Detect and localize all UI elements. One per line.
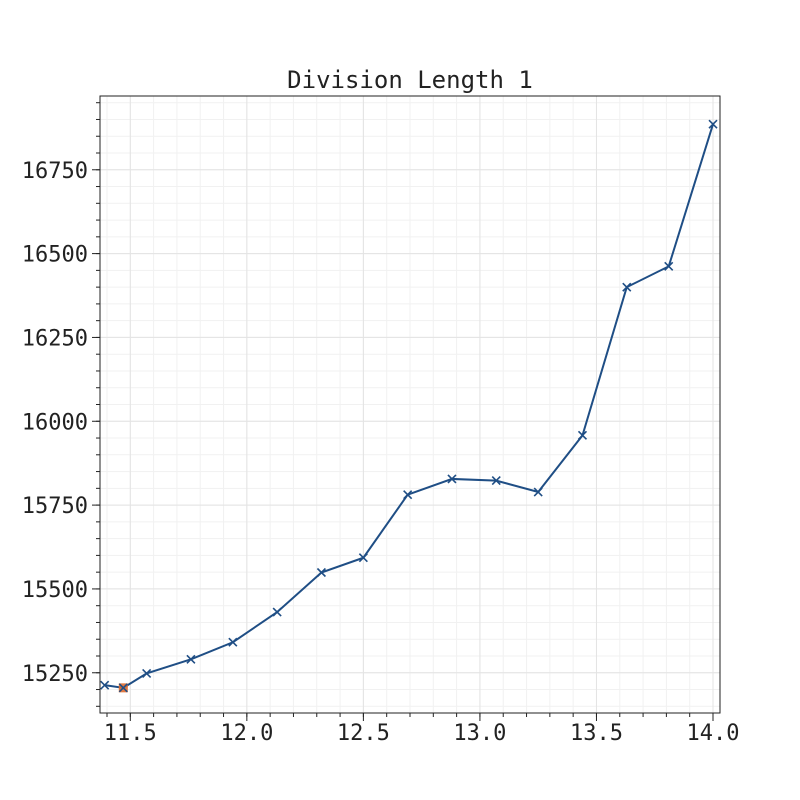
data-point-marker-stroke — [142, 668, 152, 678]
chart-title: Division Length 1 — [287, 66, 533, 94]
x-tick-label: 13.5 — [570, 721, 623, 746]
major-grid — [100, 96, 720, 713]
x-tick-labels: 11.5 12.0 12.5 13.0 13.5 14.0 — [104, 721, 740, 746]
data-point-marker-stroke — [577, 430, 588, 440]
y-tick-label: 15750 — [22, 494, 88, 519]
data-point-marker-stroke — [358, 553, 368, 563]
series-group — [100, 119, 718, 693]
x-tick-label: 12.0 — [220, 721, 273, 746]
y-tick-label: 15250 — [22, 662, 88, 687]
data-point — [664, 261, 674, 271]
x-tick-label: 13.0 — [453, 721, 506, 746]
data-point-marker-stroke — [533, 487, 543, 497]
data-point — [358, 553, 368, 563]
data-point-marker-stroke — [491, 476, 501, 486]
y-tick-label: 16000 — [22, 410, 88, 435]
plot-frame — [99, 95, 721, 714]
data-point — [100, 680, 110, 690]
data-point — [118, 683, 128, 693]
data-point — [708, 119, 718, 129]
x-tick-label: 12.5 — [337, 721, 390, 746]
data-point — [186, 654, 196, 664]
data-point-marker-stroke — [447, 474, 457, 484]
data-point — [316, 567, 326, 578]
data-point — [272, 607, 282, 617]
y-tick-label: 16250 — [22, 326, 88, 351]
y-tick-label: 16500 — [22, 243, 88, 268]
data-point-marker-stroke — [708, 119, 718, 129]
data-point — [403, 490, 413, 500]
data-point-marker-stroke — [100, 680, 110, 690]
data-point-marker-stroke — [664, 261, 674, 271]
data-point — [491, 476, 501, 486]
y-tick-labels: 15250 15500 15750 16000 16250 16500 16750 — [22, 159, 88, 687]
data-point-marker-stroke — [403, 490, 413, 500]
data-point — [577, 430, 588, 440]
data-point-marker-stroke — [118, 683, 128, 693]
data-point — [447, 474, 457, 484]
axis-ticks — [92, 102, 714, 721]
series-line — [104, 123, 714, 689]
data-point-marker-stroke — [186, 654, 196, 664]
y-tick-label: 15500 — [22, 578, 88, 603]
data-point — [622, 282, 632, 292]
data-point-marker-stroke — [228, 637, 238, 647]
x-tick-label: 14.0 — [687, 721, 740, 746]
data-point — [142, 668, 152, 678]
data-point — [533, 487, 543, 497]
data-point-marker-stroke — [316, 567, 326, 578]
minor-grid — [100, 96, 720, 713]
y-tick-label: 16750 — [22, 159, 88, 184]
x-tick-label: 11.5 — [104, 721, 157, 746]
data-point-marker-stroke — [622, 282, 632, 292]
data-point — [228, 637, 238, 647]
data-point-marker-stroke — [272, 607, 282, 617]
